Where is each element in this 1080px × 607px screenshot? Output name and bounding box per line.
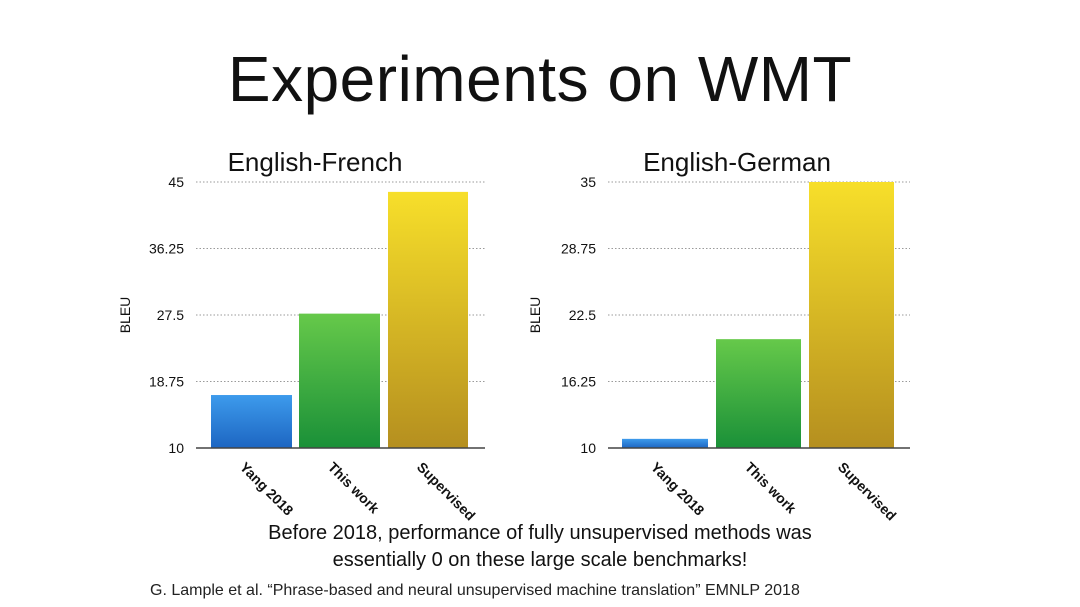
bar-yang (622, 438, 708, 448)
chart-title: English-German (643, 147, 831, 177)
bar-supervised (809, 182, 894, 448)
x-category-label: Yang 2018 (648, 459, 708, 519)
bar-this-work (716, 339, 801, 448)
x-category-label: Supervised (835, 459, 900, 524)
y-tick-label: 28.75 (561, 241, 596, 257)
y-axis-label: BLEU (527, 297, 543, 334)
y-tick-label: 36.25 (149, 241, 184, 257)
y-tick-label: 18.75 (149, 374, 184, 390)
y-tick-label: 16.25 (561, 374, 596, 390)
chart-english-french: English-French BLEU 10 18.75 27.5 36.25 45 Yang… (117, 147, 485, 523)
y-tick-label: 27.5 (157, 307, 184, 323)
bar-yang (211, 395, 292, 448)
caption-line-1: Before 2018, performance of fully unsupe… (268, 522, 812, 544)
slide-title: Experiments on WMT (227, 43, 853, 115)
chart-english-german: English-German BLEU 10 16.25 22.5 28.75 35 Yang… (527, 147, 910, 523)
x-category-label: This work (742, 459, 800, 517)
caption: Before 2018, performance of fully unsupe… (0, 520, 1080, 574)
bar-this-work (299, 313, 380, 448)
y-tick-label: 45 (168, 174, 184, 190)
x-category-label: Yang 2018 (237, 459, 297, 519)
y-tick-label: 22.5 (569, 307, 596, 323)
caption-line-2: essentially 0 on these large scale bench… (332, 549, 748, 571)
x-category-label: This work (325, 459, 383, 517)
y-axis-label: BLEU (117, 297, 133, 334)
bar-supervised (388, 191, 468, 448)
y-tick-label: 10 (168, 440, 184, 456)
x-category-label: Supervised (414, 459, 479, 524)
y-tick-label: 10 (580, 440, 596, 456)
chart-title: English-French (228, 147, 403, 177)
citation: G. Lample et al. “Phrase-based and neura… (150, 582, 800, 599)
y-tick-label: 35 (580, 174, 596, 190)
